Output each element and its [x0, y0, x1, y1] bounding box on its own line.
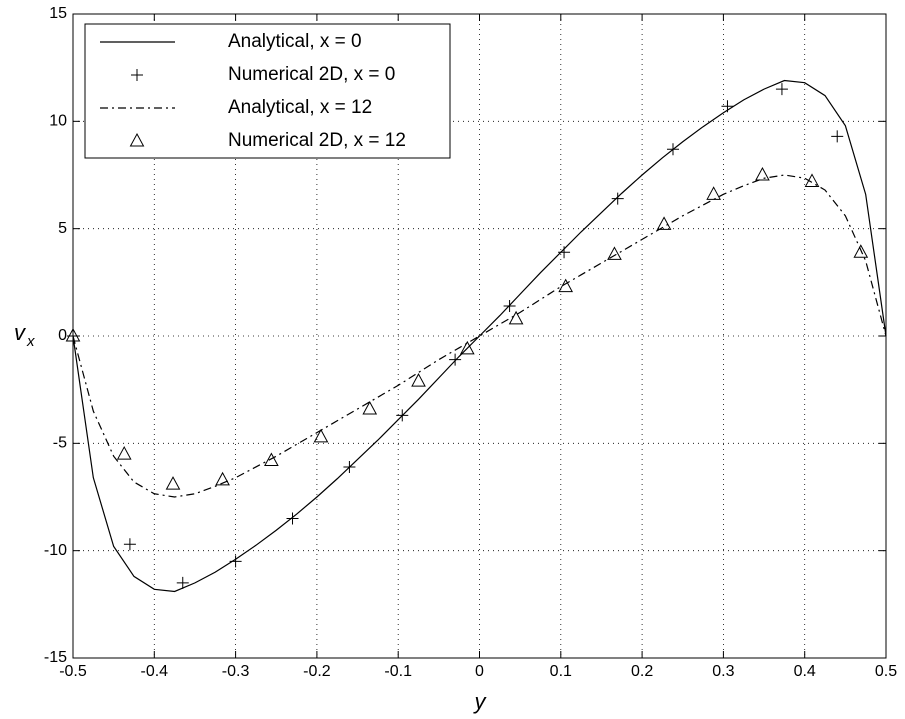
plus-marker: [721, 100, 734, 113]
triangle-marker: [508, 310, 524, 325]
x-tick-label: -0.4: [141, 663, 169, 680]
plus-marker: [666, 143, 679, 156]
plus-marker: [343, 460, 356, 473]
x-tick-label: 0.4: [794, 663, 816, 680]
plus-marker: [286, 512, 299, 525]
triangle-marker: [65, 327, 81, 342]
plus-marker: [775, 83, 788, 96]
x-tick-label: 0.3: [712, 663, 734, 680]
x-tick-label: 0: [475, 663, 484, 680]
triangle-marker: [411, 373, 426, 387]
y-tick-label: 10: [49, 113, 67, 130]
plus-marker: [131, 69, 143, 81]
plus-marker: [831, 130, 844, 143]
triangle-marker: [558, 278, 574, 293]
x-axis-label: y: [473, 689, 488, 714]
plus-marker: [229, 555, 242, 568]
triangle-marker: [853, 244, 869, 258]
legend-label: Numerical 2D, x = 12: [228, 130, 406, 151]
x-tick-label: -0.1: [384, 663, 412, 680]
triangle-marker: [804, 173, 820, 187]
legend-label: Analytical, x = 12: [228, 97, 372, 118]
x-tick-label: 0.5: [875, 663, 897, 680]
y-tick-label: 5: [58, 220, 67, 237]
triangle-marker: [215, 471, 230, 486]
x-tick-label: -0.2: [303, 663, 331, 680]
plus-marker: [396, 409, 409, 422]
x-tick-label: -0.5: [59, 663, 87, 680]
triangle-marker: [165, 476, 181, 490]
y-tick-label: -10: [44, 542, 67, 559]
triangle-marker: [656, 216, 672, 230]
legend-label: Analytical, x = 0: [228, 31, 362, 52]
y-axis-label-subscript: x: [26, 333, 35, 350]
series-line: [72, 174, 887, 498]
triangle-marker: [706, 186, 721, 200]
plus-marker: [503, 299, 516, 312]
plus-marker: [176, 576, 189, 589]
triangle-marker: [264, 452, 279, 467]
triangle-marker: [755, 166, 770, 181]
triangle-marker: [129, 132, 145, 147]
x-tick-label: 0.2: [631, 663, 653, 680]
y-axis-label: v: [14, 320, 27, 345]
triangle-marker: [313, 428, 329, 443]
series-line: [72, 79, 887, 593]
plus-marker: [449, 353, 462, 366]
legend-label: Numerical 2D, x = 0: [228, 64, 395, 85]
triangle-marker: [116, 446, 132, 460]
plus-marker: [558, 246, 571, 259]
y-tick-label: 0: [58, 327, 67, 344]
legend-box: [84, 23, 451, 159]
plus-marker: [123, 538, 136, 551]
y-tick-label: -15: [44, 649, 67, 666]
plus-marker: [611, 192, 624, 205]
x-tick-label: 0.1: [550, 663, 572, 680]
x-tick-label: -0.3: [222, 663, 250, 680]
triangle-marker: [607, 246, 622, 260]
y-tick-label: 15: [49, 5, 67, 22]
triangle-marker: [362, 400, 378, 415]
y-tick-label: -5: [53, 435, 67, 452]
triangle-marker: [459, 340, 475, 355]
